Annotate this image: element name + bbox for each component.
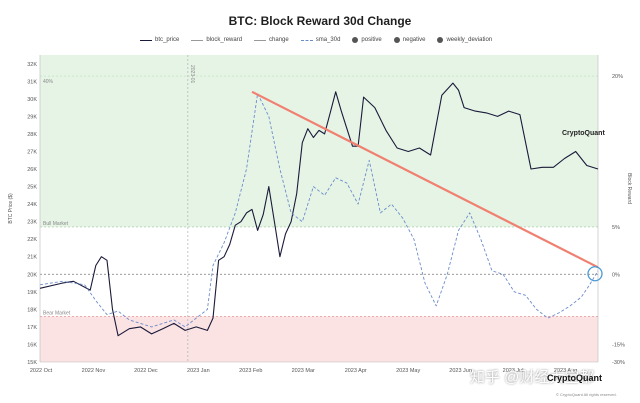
legend-swatch: [254, 39, 267, 41]
x-tick-label: 2023 Jan: [187, 368, 210, 374]
legend-item-block-reward[interactable]: block_reward: [191, 37, 242, 43]
y-right-axis-title: Block Reward: [626, 173, 632, 204]
y-tick-label: 25K: [27, 185, 37, 191]
marker-vline-label: 2023-01: [189, 65, 195, 84]
legend-item-positive[interactable]: positive: [352, 37, 382, 43]
highlight-circle: [587, 266, 603, 282]
y-right-tick-label: -30%: [612, 360, 625, 366]
legend-label: block_reward: [206, 37, 243, 43]
zone-label: 40%: [43, 79, 54, 85]
y-tick-label: 16K: [27, 342, 37, 348]
y-tick-label: 26K: [27, 167, 37, 173]
y-tick-label: 15K: [27, 360, 37, 366]
y-right-tick-label: 0%: [612, 272, 620, 278]
y-tick-label: 21K: [27, 255, 37, 261]
y-tick-label: 22K: [27, 237, 37, 243]
series-line-sma-30d: [39, 93, 599, 328]
x-tick-label: 2022 Oct: [30, 368, 53, 374]
y-axis-title: BTC Price ($): [8, 193, 14, 224]
watermark: 知乎 @财经大宝都: [470, 369, 595, 386]
legend-label: negative: [402, 37, 426, 43]
legend-label: sma_30d: [315, 37, 341, 43]
x-tick-label: 2023 Aug: [554, 368, 577, 374]
legend-swatch: [393, 37, 400, 43]
brand-logo: CryptoQuant: [547, 373, 602, 383]
x-tick-label: 2023 May: [396, 368, 420, 374]
legend-item-sma-30d[interactable]: sma_30d: [300, 37, 341, 43]
legend-item-btc-price[interactable]: btc_price: [140, 37, 179, 43]
y-tick-label: 30K: [27, 97, 37, 103]
legend-swatch: [191, 39, 204, 41]
legend-swatch: [437, 37, 444, 43]
y-tick-label: 24K: [27, 202, 37, 208]
x-tick-label: 2023 Jul: [503, 368, 524, 374]
y-tick-label: 28K: [27, 132, 37, 138]
chart-title: BTC: Block Reward 30d Change: [228, 14, 412, 28]
zone-label: Bear Market: [43, 310, 71, 316]
y-right-tick-label: 20%: [612, 74, 623, 80]
y-tick-label: 17K: [27, 325, 37, 331]
zone-negative: [40, 316, 598, 362]
y-tick-label: 19K: [27, 290, 37, 296]
y-tick-label: 32K: [27, 62, 37, 68]
legend: btc_price block_reward change sma_30d po…: [140, 37, 492, 43]
x-tick-label: 2022 Nov: [82, 368, 106, 374]
legend-item-negative[interactable]: negative: [393, 37, 426, 43]
x-tick-label: 2023 Jun: [449, 368, 472, 374]
y-right-tick-label: 5%: [612, 225, 620, 231]
y-tick-label: 20K: [27, 272, 37, 278]
x-tick-label: 2023 Apr: [345, 368, 367, 374]
series-line-btc-price: [39, 82, 599, 337]
legend-swatch: [140, 39, 152, 41]
legend-label: weekly_deviation: [446, 37, 493, 43]
legend-label: btc_price: [155, 37, 180, 43]
legend-label: change: [269, 37, 289, 43]
brand-logo-small: CryptoQuant: [562, 130, 605, 137]
x-tick-label: 2023 Mar: [292, 368, 315, 374]
y-tick-label: 23K: [27, 220, 37, 226]
legend-label: positive: [361, 37, 382, 43]
x-tick-label: 2022 Dec: [134, 368, 158, 374]
y-right-tick-label: -15%: [612, 342, 625, 348]
y-tick-label: 29K: [27, 114, 37, 120]
y-tick-label: 31K: [27, 79, 37, 85]
legend-item-weekly-deviation[interactable]: weekly_deviation: [437, 37, 492, 43]
zone-label: Bull Market: [43, 221, 69, 227]
x-tick-label: 2023 Feb: [239, 368, 262, 374]
legend-swatch: [352, 37, 359, 43]
legend-item-change[interactable]: change: [254, 37, 289, 43]
y-tick-label: 18K: [27, 307, 37, 313]
series-line-trend: [251, 90, 599, 269]
zone-positive: [40, 55, 598, 227]
copyright-note: © CryptoQuant All rights reserved.: [556, 392, 617, 397]
legend-swatch: [300, 39, 313, 41]
y-tick-label: 27K: [27, 149, 37, 155]
